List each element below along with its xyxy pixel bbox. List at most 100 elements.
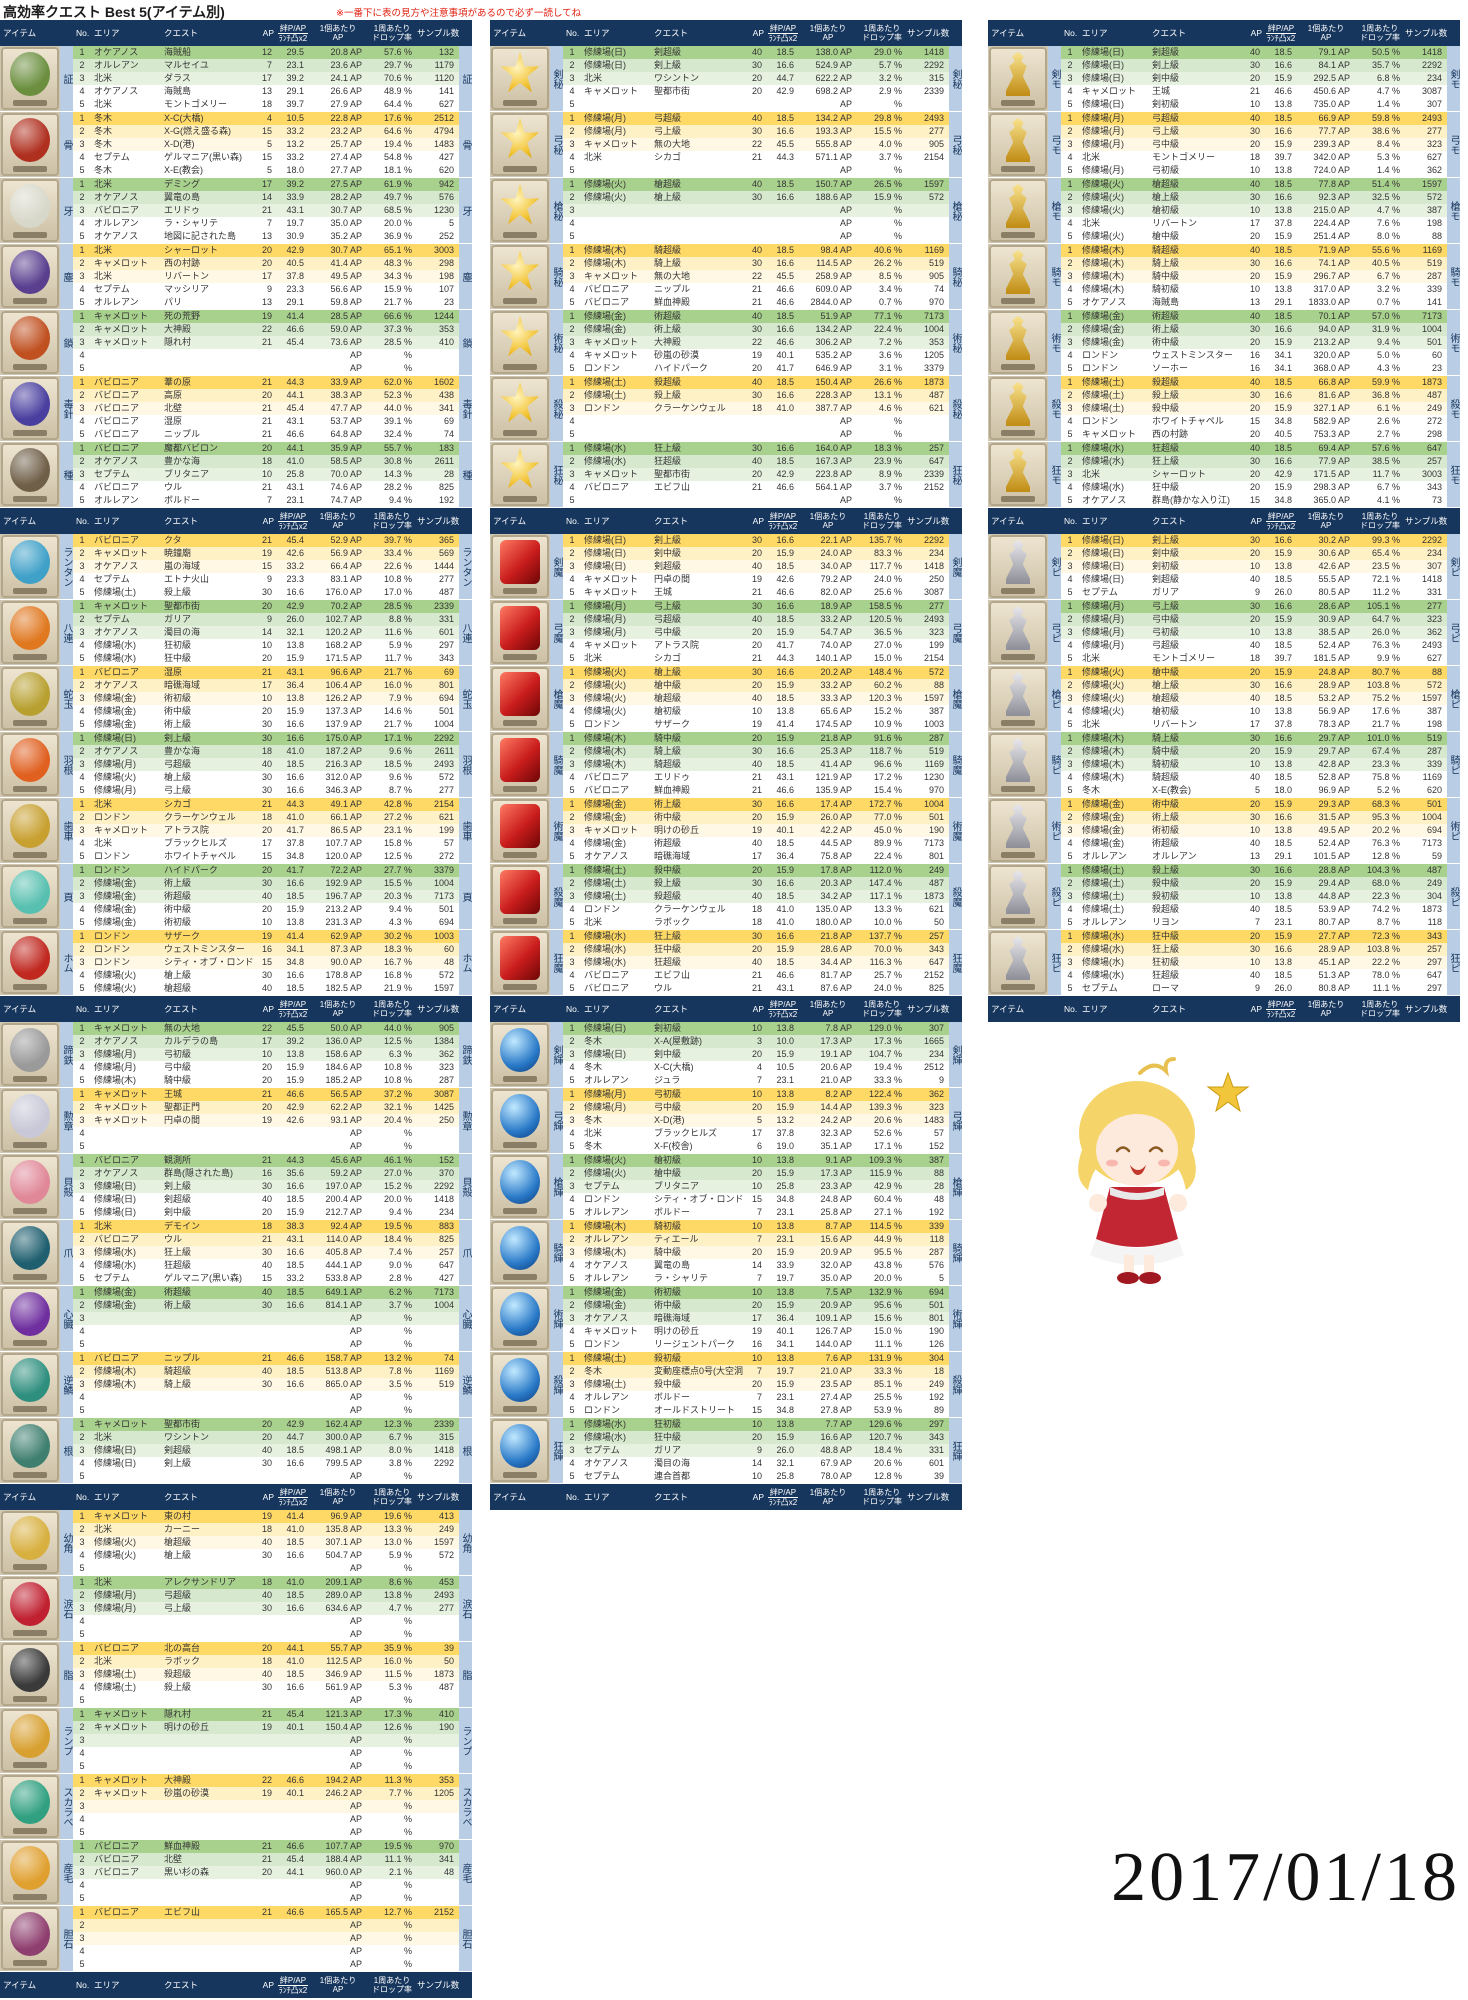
cell-quest: 術中級 bbox=[1152, 337, 1180, 347]
cell-sample-count: 287 bbox=[928, 1247, 944, 1257]
quest-row: 3 修練場(月) 弓初級 10 13.8 38.5 AP 26.0 % 362 bbox=[1061, 626, 1447, 639]
cell-no: 2 bbox=[569, 1432, 575, 1442]
cell-drop-rate: 10.9 % bbox=[873, 719, 902, 729]
quest-row: 1 修練場(火) 槍超級 40 18.5 150.7 AP 26.5 % 1597 bbox=[563, 178, 949, 191]
cell-ap: 21 bbox=[261, 1709, 272, 1719]
cell-quest bbox=[161, 1747, 253, 1760]
cell-bond-per-ap: 16.6 bbox=[776, 931, 794, 941]
cell-area: バビロニア bbox=[584, 970, 630, 980]
quest-row: 2 修練場(木) 騎上級 30 16.6 114.5 AP 26.2 % 519 bbox=[563, 257, 949, 270]
cell-drop-rate: 17.6 % bbox=[1371, 706, 1400, 716]
cell-ap: 40 bbox=[751, 245, 762, 255]
cell-drop-rate: 117.1 % bbox=[869, 891, 902, 901]
cell-ap-per-item: 239.3 AP bbox=[1313, 139, 1350, 149]
cell-area: バビロニア bbox=[94, 1907, 140, 1917]
item-icon bbox=[0, 1286, 60, 1351]
cell-ap-per-item: 724.0 AP bbox=[1313, 165, 1350, 175]
cell-ap: 10 bbox=[751, 1089, 762, 1099]
cell-quest: 豊かな海 bbox=[164, 746, 201, 756]
header-item: アイテム bbox=[3, 28, 37, 38]
item-name-label: 牙 bbox=[459, 178, 472, 243]
cell-quest: 剣上級 bbox=[1152, 60, 1180, 70]
item-section: 根 1 キャメロット 聖都市街 20 42.9 162.4 AP 12.3 % 2339 2 北米ワ… bbox=[0, 1418, 472, 1483]
cell-quest: 術上級 bbox=[1152, 812, 1180, 822]
item-section: 毒針 1 バビロニア 葦の原 21 44.3 33.9 AP 62.0 % 1602 2 バビロニア… bbox=[0, 376, 472, 441]
cell-ap bbox=[253, 1615, 277, 1628]
cell-bond-per-ap: 46.6 bbox=[286, 429, 304, 439]
cell-drop-rate: 1.4 % bbox=[1376, 99, 1400, 109]
cell-drop-rate: 28.5 % bbox=[383, 601, 412, 611]
cell-quest: 槍中級 bbox=[654, 1168, 682, 1178]
cell-ap-per-item: 33.2 AP bbox=[820, 614, 852, 624]
header-ap: AP bbox=[752, 516, 764, 526]
cell-area: キャメロット bbox=[584, 86, 639, 96]
quest-row: 3 セプテム ガリア 9 26.0 48.8 AP 18.4 % 331 bbox=[563, 1444, 949, 1457]
cell-drop-rate: 117.7 % bbox=[869, 561, 902, 571]
cell-drop-rate: % bbox=[403, 363, 412, 373]
cell-sample-count: 501 bbox=[1426, 799, 1442, 809]
cell-ap-per-item: 53.2 AP bbox=[1318, 693, 1350, 703]
cell-quest: シカゴ bbox=[654, 152, 682, 162]
cell-bond-per-ap: 43.1 bbox=[286, 205, 304, 215]
cell-drop-rate: 12.8 % bbox=[873, 1471, 902, 1481]
cell-quest: エリドゥ bbox=[654, 772, 691, 782]
cell-no: 5 bbox=[79, 231, 85, 241]
cell-sample-count: 621 bbox=[438, 812, 454, 822]
cell-drop-rate: 18.3 % bbox=[383, 944, 412, 954]
cell-sample-count: 572 bbox=[928, 192, 944, 202]
cell-sample-count: 257 bbox=[1426, 944, 1442, 954]
cell-quest: ウェストミンスター bbox=[164, 944, 245, 954]
item-icon bbox=[988, 930, 1048, 995]
cell-sample-count: 7173 bbox=[1421, 311, 1442, 321]
cell-ap-per-item: 29.7 AP bbox=[1318, 733, 1350, 743]
cell-area: 修練場(金) bbox=[1082, 825, 1124, 835]
cell-quest: ラボック bbox=[654, 917, 691, 927]
cell-no: 5 bbox=[1067, 851, 1073, 861]
cell-drop-rate: 112.0 % bbox=[869, 865, 902, 875]
cell-ap: 7 bbox=[756, 1234, 762, 1244]
quest-row: 3 修練場(土) 殺中級 20 15.9 23.5 AP 85.1 % 249 bbox=[563, 1378, 949, 1391]
item-icon bbox=[0, 666, 60, 731]
cell-ap: 40 bbox=[261, 1445, 272, 1455]
cell-sample-count: 249 bbox=[928, 865, 944, 875]
cell-sample-count bbox=[907, 428, 949, 441]
quest-row: 5 AP% bbox=[73, 1628, 459, 1641]
cell-bond-per-ap bbox=[277, 1562, 309, 1575]
cell-sample-count: 362 bbox=[438, 1049, 454, 1059]
cell-drop-rate: 15.2 % bbox=[383, 1181, 412, 1191]
cell-sample-count: 572 bbox=[438, 970, 454, 980]
cell-ap: 7 bbox=[1254, 917, 1260, 927]
cell-area: 修練場(水) bbox=[584, 456, 626, 466]
cell-bond-per-ap: 15.9 bbox=[776, 1102, 794, 1112]
cell-sample-count: 339 bbox=[928, 1221, 944, 1231]
cell-drop-rate: 137.7 % bbox=[868, 931, 902, 941]
cell-drop-rate: 26.6 % bbox=[873, 377, 902, 387]
cell-ap: 30 bbox=[261, 1458, 272, 1468]
cell-bond-per-ap: 41.0 bbox=[286, 746, 304, 756]
cell-sample-count: 118 bbox=[929, 1234, 944, 1244]
quest-row: 1 修練場(土) 殺超級 40 18.5 66.8 AP 59.9 % 1873 bbox=[1061, 376, 1447, 389]
cell-ap: 9 bbox=[1254, 983, 1260, 993]
cell-quest: 騎中級 bbox=[654, 733, 682, 743]
quest-row: 2 修練場(火) 槍上級 30 16.6 28.9 AP 103.8 % 572 bbox=[1061, 679, 1447, 692]
cell-quest: モントゴメリー bbox=[164, 99, 228, 109]
cell-bond-per-ap: 44.3 bbox=[286, 377, 304, 387]
quest-row: 5 修練場(木) 騎中級 20 15.9 185.2 AP 10.8 % 287 bbox=[73, 1074, 459, 1087]
cell-area: 修練場(金) bbox=[1082, 311, 1124, 321]
cell-ap-per-item: 107.7 AP bbox=[325, 838, 362, 848]
cell-ap: 7 bbox=[756, 1273, 762, 1283]
cell-area: 修練場(木) bbox=[1082, 258, 1124, 268]
cell-sample-count: 315 bbox=[928, 73, 944, 83]
cell-bond-per-ap bbox=[277, 1826, 309, 1839]
item-section: 槍魔 1 修練場(火) 槍上級 30 16.6 20.2 AP 148.4 % 572 2 修練場(… bbox=[490, 666, 962, 731]
cell-drop-rate: 11.1 % bbox=[384, 1854, 412, 1864]
cell-drop-rate: 14.3 % bbox=[383, 469, 412, 479]
cell-ap bbox=[253, 349, 277, 362]
cell-area: バビロニア bbox=[94, 429, 140, 439]
cell-sample-count: 192 bbox=[438, 495, 454, 505]
cell-quest: カーニー bbox=[164, 1524, 201, 1534]
quest-row: 2 修練場(月) 弓上級 30 16.6 193.3 AP 15.5 % 277 bbox=[563, 125, 949, 138]
cell-no: 2 bbox=[569, 1366, 575, 1376]
cell-no: 4 bbox=[79, 1128, 85, 1138]
cell-area bbox=[581, 230, 651, 243]
